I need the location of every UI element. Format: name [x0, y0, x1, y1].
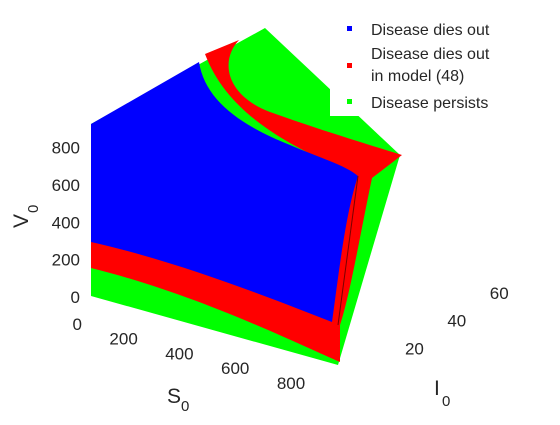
region-surfaces — [91, 28, 402, 365]
legend-marker-red — [347, 63, 352, 68]
z-axis-title-main: V — [10, 214, 33, 228]
legend-box — [330, 12, 532, 116]
y-tick-label: 60 — [490, 284, 509, 303]
y-axis-title-sub: 0 — [442, 393, 450, 410]
z-tick-label: 400 — [52, 213, 80, 232]
red-region-lower — [91, 240, 340, 362]
y-tick-label: 40 — [447, 312, 466, 331]
x-axis-title-main: S — [167, 385, 181, 408]
z-tick-label: 600 — [52, 176, 80, 195]
x-axis-title: S 0 — [167, 385, 189, 415]
x-tick-label: 400 — [165, 345, 193, 364]
x-tick-label: 0 — [73, 315, 82, 334]
legend-entry-model48-line2: in model (48) — [371, 68, 464, 85]
z-tick-label: 0 — [71, 288, 80, 307]
axis-titles: S 0 I 0 V 0 — [10, 205, 450, 415]
x-axis-title-sub: 0 — [181, 398, 189, 415]
z-tick-label: 800 — [52, 139, 80, 158]
y-tick-label: 20 — [405, 339, 424, 358]
region-seam — [337, 175, 359, 326]
legend-entry-persists: Disease persists — [371, 95, 488, 112]
z-tick-label: 200 — [52, 251, 80, 270]
y-axis-title-main: I — [434, 377, 440, 400]
legend-entry-dies-out: Disease dies out — [371, 22, 490, 39]
red-region-upper — [205, 40, 402, 325]
blue-region — [91, 62, 358, 322]
tick-labels: 0 200 400 600 800 0 200 400 600 800 20 40 60 — [52, 139, 509, 393]
legend: Disease dies out Disease dies out in mod… — [330, 12, 532, 116]
y-axis-title: I 0 — [434, 377, 450, 410]
x-tick-label: 200 — [109, 330, 137, 349]
z-axis-title-sub: 0 — [25, 205, 42, 213]
legend-entry-model48-line1: Disease dies out — [371, 46, 490, 63]
legend-marker-green — [347, 99, 352, 104]
z-axis-title: V 0 — [10, 205, 42, 228]
legend-marker-blue — [347, 26, 352, 31]
x-tick-label: 600 — [221, 359, 249, 378]
x-tick-label: 800 — [277, 374, 305, 393]
